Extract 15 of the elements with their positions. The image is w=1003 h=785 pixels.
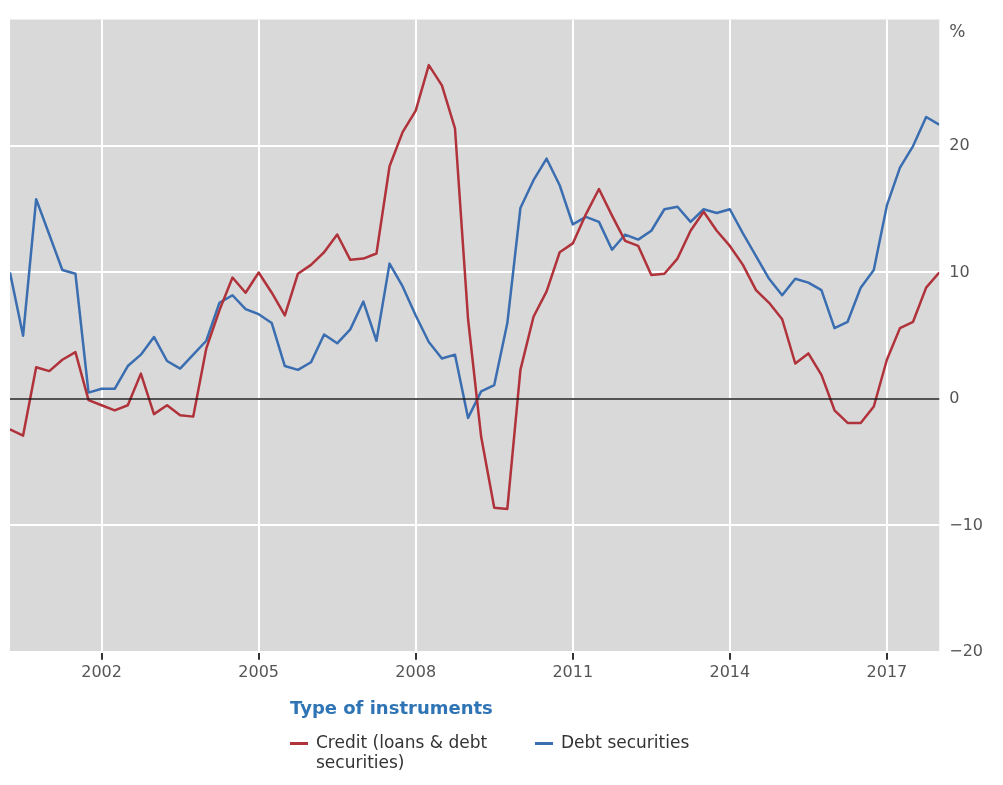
legend-label: Debt securities <box>561 732 690 752</box>
x-tick-label: 2017 <box>866 661 908 681</box>
x-tick-label: 2008 <box>395 661 437 681</box>
y-tick-label: 20 <box>949 135 970 155</box>
legend-title: Type of instruments <box>290 697 493 718</box>
x-tick-label: 2011 <box>552 661 594 681</box>
legend-label: Credit (loans & debt securities) <box>316 732 489 772</box>
x-tick-label: 2005 <box>238 661 280 681</box>
x-tick-label: 2002 <box>81 661 122 681</box>
x-tick-label: 2014 <box>709 661 751 681</box>
y-axis-title: % <box>949 20 966 41</box>
y-tick-label: 10 <box>949 261 970 281</box>
y-tick-label: 0 <box>949 388 960 408</box>
y-tick-label: −20 <box>949 640 983 660</box>
y-tick-label: −10 <box>949 514 983 534</box>
